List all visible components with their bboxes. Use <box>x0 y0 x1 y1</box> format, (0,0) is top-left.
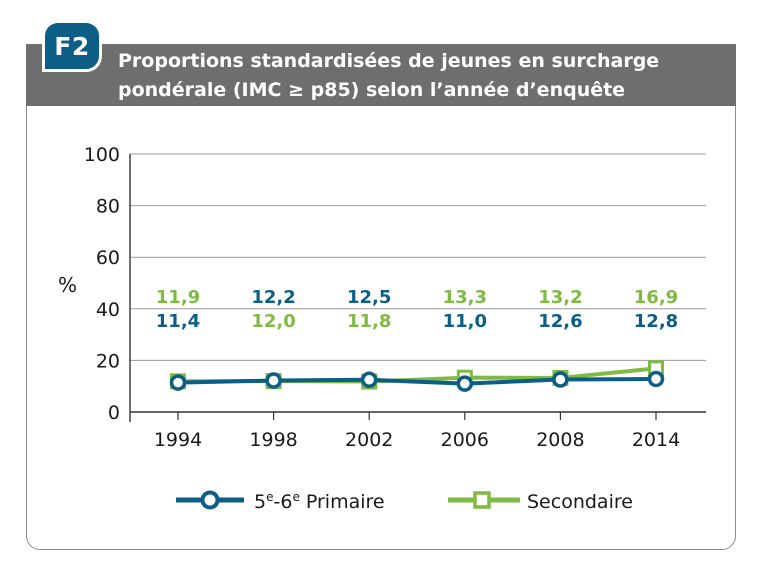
y-tick-label: 0 <box>108 402 120 424</box>
chart-title-line-2: pondérale (IMC ≥ p85) selon l’année d’en… <box>118 79 626 101</box>
y-tick-label: 100 <box>84 144 120 166</box>
data-point-primaire <box>169 374 187 391</box>
data-label: 11,8 <box>347 311 391 332</box>
data-label: 12,0 <box>251 311 295 332</box>
data-label: 12,8 <box>634 311 678 332</box>
data-point-primaire <box>265 372 282 389</box>
y-tick-label: 20 <box>96 350 120 372</box>
legend-marker-primaire <box>200 490 220 510</box>
data-label: 13,2 <box>538 287 582 308</box>
data-point-primaire <box>456 375 474 392</box>
chart-header <box>26 44 736 106</box>
data-label: 16,9 <box>634 287 678 308</box>
x-tick-label: 2002 <box>345 429 393 451</box>
legend-label-secondaire: Secondaire <box>527 491 633 513</box>
data-point-primaire <box>647 370 665 388</box>
data-point-primaire <box>360 371 378 388</box>
y-tick-label: 80 <box>96 196 120 218</box>
chart-frame <box>26 44 736 550</box>
x-tick-label: 2006 <box>441 429 489 451</box>
data-point-primaire <box>552 371 569 388</box>
data-label: 11,9 <box>156 287 200 308</box>
chart-title-line-1: Proportions standardisées de jeunes en s… <box>118 50 660 72</box>
chart-title: Proportions standardisées de jeunes en s… <box>118 47 718 105</box>
x-tick-label: 2014 <box>632 429 680 451</box>
figure-badge: F2 <box>42 20 102 72</box>
y-tick-label: 40 <box>96 299 120 321</box>
y-tick-label: 60 <box>96 247 120 269</box>
data-label: 13,3 <box>443 287 487 308</box>
y-axis-label: % <box>58 273 77 297</box>
data-label: 12,5 <box>347 287 391 308</box>
x-tick-label: 1994 <box>154 429 202 451</box>
legend-label-primaire: 5e-6e Primaire <box>254 490 385 513</box>
data-label: 11,4 <box>156 311 200 332</box>
series-line-primaire <box>177 376 657 386</box>
x-tick-label: 1998 <box>249 429 297 451</box>
x-tick-label: 2008 <box>536 429 584 451</box>
data-label: 12,6 <box>538 311 582 332</box>
data-label: 11,0 <box>443 311 487 332</box>
legend-marker-secondaire <box>473 491 491 509</box>
data-label: 12,2 <box>251 287 295 308</box>
